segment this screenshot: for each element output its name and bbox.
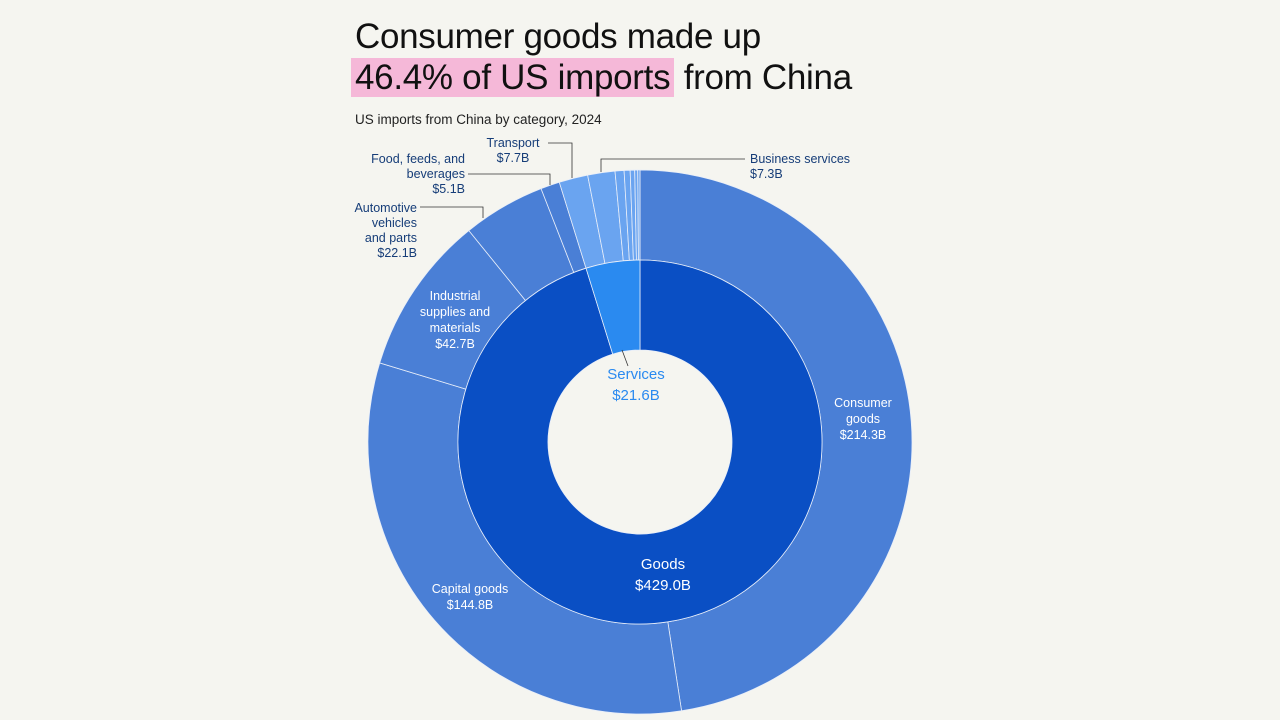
label-capital-goods: Capital goods $144.8B [432, 582, 508, 612]
label-services-name: Services [607, 366, 665, 383]
label-business-services: Business services $7.3B [750, 152, 850, 181]
leader-automotive-vehicles-and-parts [420, 206, 484, 218]
outer-slice-other-service-11 [637, 169, 641, 261]
label-food-feeds-and-beverages: Food, feeds, and beverages $5.1B [371, 152, 465, 196]
services-connector [621, 349, 629, 367]
label-goods-name: Goods [641, 556, 685, 573]
label-goods-value: $429.0B [635, 577, 691, 594]
chart-title-line-2: 46.4% of US imports from China [351, 58, 852, 98]
leader-food-feeds-and-beverages [468, 173, 551, 185]
title-rest: from China [674, 58, 852, 97]
title-highlight: 46.4% of US imports [351, 58, 675, 97]
label-transport: Transport $7.7B [486, 136, 540, 165]
chart-subtitle: US imports from China by category, 2024 [355, 112, 602, 127]
label-automotive-vehicles-and-parts: Automotive vehicles and parts $22.1B [354, 201, 417, 260]
inner-slice-services [585, 259, 641, 355]
label-consumer-goods: Consumer goods $214.3B [834, 396, 892, 442]
inner-slice-goods [457, 259, 823, 625]
leader-transport [548, 142, 573, 178]
chart-title-line-1: Consumer goods made up [355, 17, 761, 56]
label-services-value: $21.6B [612, 387, 660, 404]
label-industrial-supplies-and-materials: Industrial supplies and materials $42.7B [420, 289, 490, 351]
leader-business-services [600, 158, 745, 172]
